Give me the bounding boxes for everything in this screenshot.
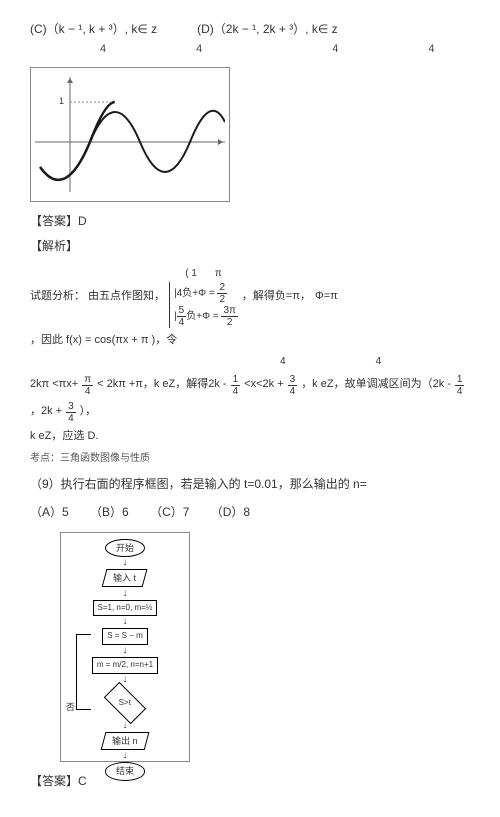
md1: 4 <box>280 354 286 370</box>
fc-cond: S>t <box>104 682 146 724</box>
md2: 4 <box>376 354 382 370</box>
arrow-icon: ↓ <box>123 560 128 566</box>
arrow-icon: ↓ <box>122 677 127 683</box>
analysis-line-1: 试题分析： 由五点作图知， ( 1 π |4负+Φ = 22 |54负+Φ = … <box>30 266 470 350</box>
fc-init: S=1, n=0, m=½ <box>93 600 158 617</box>
arrow-icon: ↓ <box>122 648 127 654</box>
analysis-line-2: 2kπ <πx+ π4 < 2kπ +π，k eZ，解得2k - 14 <x<2… <box>30 374 470 424</box>
b2r: 3π <box>221 305 237 317</box>
option-d: (D)（2k − ¹, 2k + ³）, k∈ z <box>197 20 337 39</box>
answer-2: 【答案】C <box>30 772 470 791</box>
denom-3: 4 <box>332 41 338 59</box>
option-c-text: (C)（k − ¹, k + ³）, k∈ z <box>30 20 157 39</box>
frac-1: π4 <box>82 374 93 397</box>
topic-note: 考点：三角函数图像与性质 <box>30 451 470 467</box>
denom-1: 4 <box>100 41 106 59</box>
choice-d: （D）8 <box>211 505 250 519</box>
l2e: ，2k + <box>30 403 62 421</box>
l2a: 2kπ <πx+ <box>30 376 78 394</box>
l2b: < 2kπ +π，k eZ，解得2k - <box>97 376 227 394</box>
mid1: ，解得负=π， <box>242 288 311 306</box>
fc-start: 开始 <box>105 539 145 557</box>
fc-input: 输入 t <box>102 569 148 587</box>
fc-end: 结束 <box>105 762 145 780</box>
arrow-icon: ↓ <box>123 723 128 729</box>
sine-graph-svg: 1 <box>35 72 225 197</box>
mid2: ，因此 f(x) = cos(πx + π )，令 <box>30 332 177 350</box>
b2r2: 2 <box>225 317 235 328</box>
loop-line <box>76 634 91 710</box>
frac-3: 34 <box>288 374 298 397</box>
l2f: ）， <box>80 403 97 421</box>
brace-top-b: π <box>215 266 222 282</box>
b2l2: 4 <box>177 317 187 328</box>
x-arrow <box>218 139 223 145</box>
q9-choices: （A）5 （B）6 （C）7 （D）8 <box>30 503 470 522</box>
fc-step1: S = S − m <box>102 628 148 645</box>
frac-2: 14 <box>231 374 241 397</box>
fc-step2: m = m/2, n=n+1 <box>92 657 158 674</box>
brace-block: |4负+Φ = 22 |54负+Φ = 3π2 <box>169 282 238 328</box>
fc-loop: 否 S = S − m ↓ m = m/2, n=n+1 ↓ S>t <box>92 628 158 720</box>
fc-output: 输出 n <box>101 732 149 750</box>
l2c: <x<2k + <box>244 376 283 394</box>
analysis-denoms: 4 4 <box>280 354 470 370</box>
b1l: 4 <box>177 288 183 299</box>
flowchart: 开始 ↓ 输入 t ↓ S=1, n=0, m=½ ↓ 否 S = S − m … <box>60 532 190 762</box>
sine-graph: 1 <box>30 67 230 202</box>
y-arrow <box>67 78 73 83</box>
choice-c: （C）7 <box>150 505 189 519</box>
brace-top-a: 1 <box>191 268 197 279</box>
phi: Φ=π <box>315 288 338 306</box>
denom-2: 4 <box>196 41 202 59</box>
frac-5: 34 <box>66 401 76 424</box>
option-c: (C)（k − ¹, k + ³）, k∈ z <box>30 20 157 39</box>
l3: k eZ，应选 D. <box>30 428 98 446</box>
analysis-prefix: 试题分析： 由五点作图知， <box>30 288 165 306</box>
options-row: (C)（k − ¹, k + ³）, k∈ z (D)（2k − ¹, 2k +… <box>30 20 470 39</box>
sine-curve <box>40 111 225 180</box>
choice-a: （A）5 <box>30 505 69 519</box>
analysis-line-3: k eZ，应选 D. <box>30 428 470 446</box>
arrow-icon: ↓ <box>123 753 128 759</box>
sine-curve-bold <box>40 102 115 180</box>
l2d: ，k eZ，故单调减区间为（2k - <box>301 376 451 394</box>
arrow-icon: ↓ <box>123 591 128 597</box>
b1r: 2 <box>217 282 227 294</box>
question-9: （9）执行右面的程序框图，若是输入的 t=0.01，那么输出的 n= <box>30 475 470 494</box>
choice-b: （B）6 <box>90 505 129 519</box>
answer-1: 【答案】D <box>30 212 470 231</box>
frac-4: 14 <box>455 374 465 397</box>
denom-4: 4 <box>428 41 434 59</box>
arrow-icon: ↓ <box>123 619 128 625</box>
options-denominators: 4 4 4 4 <box>100 41 470 59</box>
option-d-text: (D)（2k − ¹, 2k + ³）, k∈ z <box>197 20 337 39</box>
y-tick-1: 1 <box>59 96 64 106</box>
analysis-label: 【解析】 <box>30 237 470 256</box>
b2l: 5 <box>177 305 187 317</box>
